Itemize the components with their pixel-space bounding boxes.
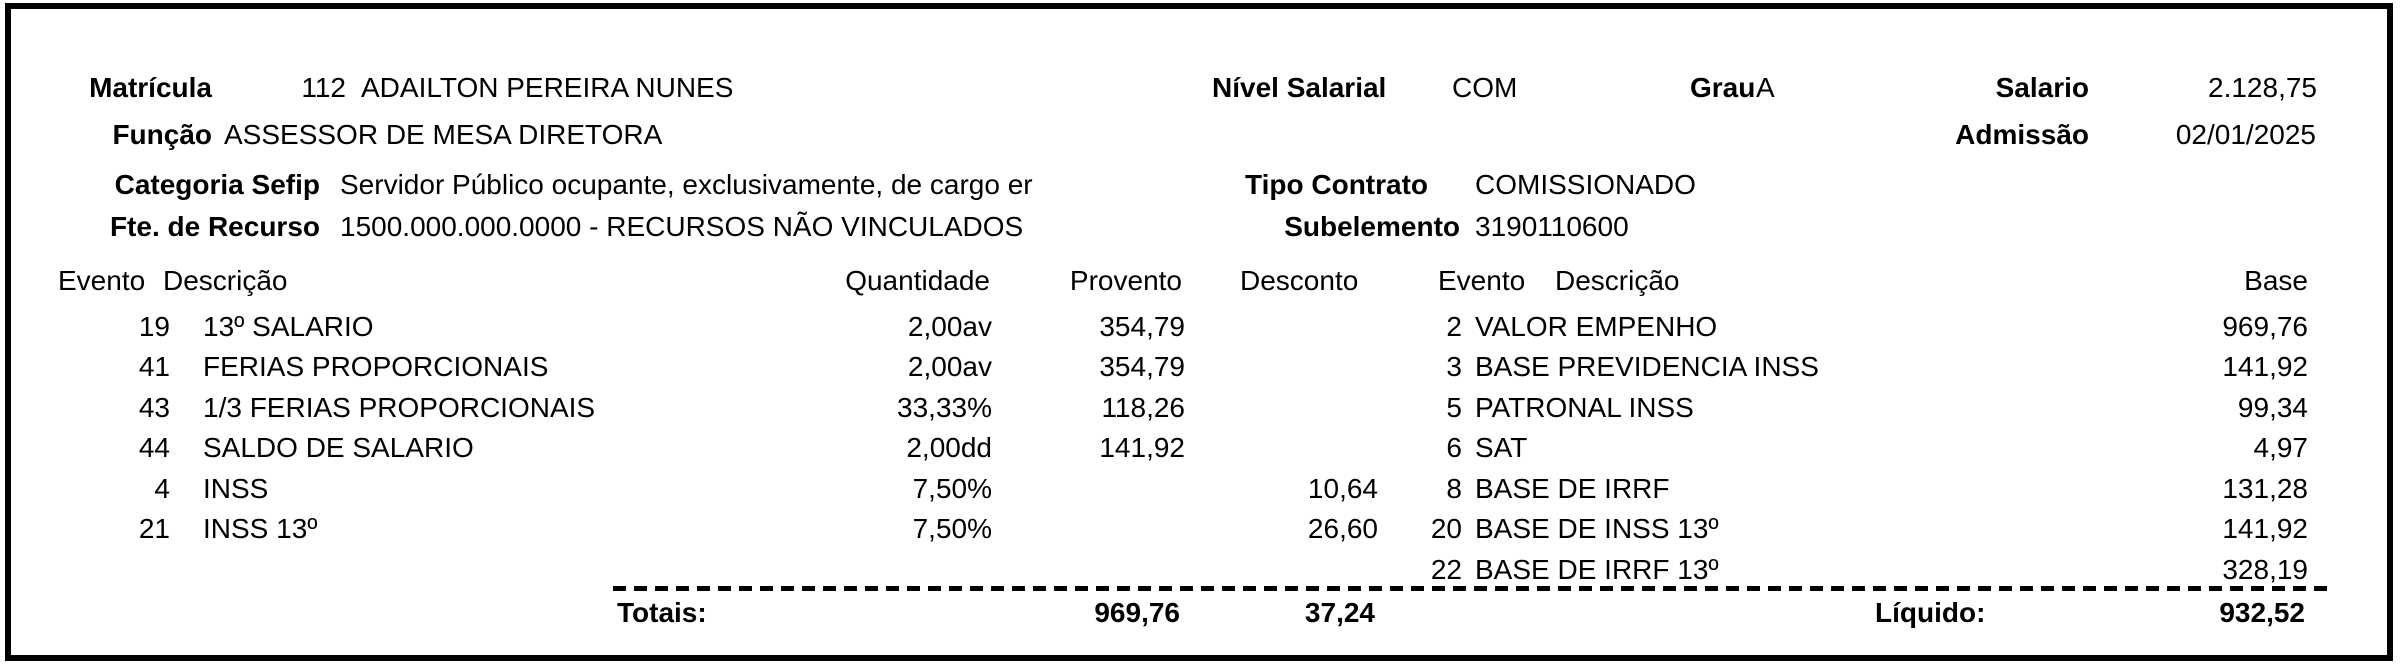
grau-label: Grau (1690, 72, 1756, 103)
desconto-total: 37,24 (1304, 597, 1375, 628)
categoria-sefip-label: Categoria Sefip (114, 169, 320, 200)
provento-cell: 141,92 (1099, 432, 1185, 463)
nivel-salarial-value: COM (1452, 72, 1518, 103)
quantidade-cell: 33,33% (897, 392, 992, 423)
evento-cell: 41 (138, 351, 170, 382)
funcao-value: ASSESSOR DE MESA DIRETORA (224, 119, 663, 150)
descricao-cell: VALOR EMPENHO (1475, 311, 1718, 342)
col-header-descricao-right: Descrição (1555, 265, 1680, 296)
quantidade-cell: 7,50% (912, 513, 992, 544)
evento-cell: 44 (138, 432, 170, 463)
subelemento-value: 3190110600 (1475, 211, 1629, 242)
evento-cell: 19 (138, 311, 170, 342)
totais-label: Totais: (617, 597, 707, 628)
base-cell: 131,28 (2222, 473, 2308, 504)
provento-cell: 118,26 (1101, 392, 1185, 423)
salario-value: 2.128,75 (2208, 72, 2317, 103)
base-cell: 99,34 (2237, 392, 2308, 423)
evento-cell: 3 (1446, 351, 1462, 382)
funcao-label: Função (112, 119, 212, 150)
evento-cell: 4 (154, 473, 170, 504)
document-border (5, 3, 2393, 661)
tipo-contrato-value: COMISSIONADO (1475, 169, 1696, 200)
col-header-evento-right: Evento (1438, 265, 1526, 296)
evento-cell: 22 (1430, 554, 1462, 585)
col-header-base: Base (2244, 265, 2308, 296)
matricula-value: 112 (301, 72, 346, 103)
col-header-quantidade: Quantidade (845, 265, 990, 296)
admissao-label: Admissão (1955, 119, 2089, 150)
quantidade-cell: 2,00av (907, 351, 992, 382)
descricao-cell: FERIAS PROPORCIONAIS (203, 351, 549, 382)
descricao-cell: 1/3 FERIAS PROPORCIONAIS (203, 392, 596, 423)
categoria-sefip-value: Servidor Público ocupante, exclusivament… (340, 169, 1033, 200)
descricao-cell: SAT (1475, 432, 1528, 463)
admissao-value: 02/01/2025 (2175, 119, 2316, 150)
col-header-evento-left: Evento (58, 265, 146, 296)
subelemento-label: Subelemento (1284, 211, 1460, 242)
base-cell: 141,92 (2222, 351, 2308, 382)
descricao-cell: BASE DE INSS 13º (1475, 513, 1719, 544)
base-cell: 969,76 (2222, 311, 2308, 342)
col-header-provento: Provento (1069, 265, 1182, 296)
evento-cell: 43 (138, 392, 170, 423)
evento-cell: 2 (1446, 311, 1462, 342)
totals-dashed-separator (613, 586, 2327, 591)
descricao-cell: BASE DE IRRF 13º (1475, 554, 1719, 585)
provento-cell: 354,79 (1099, 311, 1185, 342)
evento-cell: 5 (1446, 392, 1462, 423)
descricao-cell: SALDO DE SALARIO (203, 432, 474, 463)
fte-recurso-value: 1500.000.000.0000 - RECURSOS NÃO VINCULA… (340, 211, 1024, 242)
desconto-cell: 26,60 (1307, 513, 1378, 544)
descricao-cell: INSS 13º (203, 513, 318, 544)
evento-cell: 21 (138, 513, 170, 544)
grau-value: A (1756, 72, 1775, 103)
provento-total: 969,76 (1094, 597, 1180, 628)
quantidade-cell: 2,00av (907, 311, 992, 342)
descricao-cell: BASE PREVIDENCIA INSS (1475, 351, 1819, 382)
liquido-value: 932,52 (2219, 597, 2305, 628)
col-header-descricao-left: Descrição (163, 265, 288, 296)
quantidade-cell: 7,50% (912, 473, 992, 504)
matricula-label: Matrícula (89, 72, 212, 103)
base-cell: 141,92 (2222, 513, 2308, 544)
liquido-label: Líquido: (1875, 597, 1986, 628)
tipo-contrato-label: Tipo Contrato (1245, 169, 1429, 200)
descricao-cell: PATRONAL INSS (1475, 392, 1694, 423)
quantidade-cell: 2,00dd (906, 432, 992, 463)
evento-cell: 6 (1446, 432, 1462, 463)
provento-cell: 354,79 (1099, 351, 1185, 382)
base-cell: 328,19 (2222, 554, 2308, 585)
evento-cell: 20 (1430, 513, 1462, 544)
fte-recurso-label: Fte. de Recurso (109, 211, 320, 242)
base-cell: 4,97 (2253, 432, 2309, 463)
descricao-cell: 13º SALARIO (203, 311, 374, 342)
descricao-cell: BASE DE IRRF (1475, 473, 1670, 504)
evento-cell: 8 (1446, 473, 1462, 504)
col-header-desconto: Desconto (1240, 265, 1359, 296)
salario-label: Salario (1995, 72, 2089, 103)
nivel-salarial-label: Nível Salarial (1212, 72, 1387, 103)
employee-name: ADAILTON PEREIRA NUNES (361, 72, 734, 103)
desconto-cell: 10,64 (1307, 473, 1378, 504)
descricao-cell: INSS (203, 473, 269, 504)
